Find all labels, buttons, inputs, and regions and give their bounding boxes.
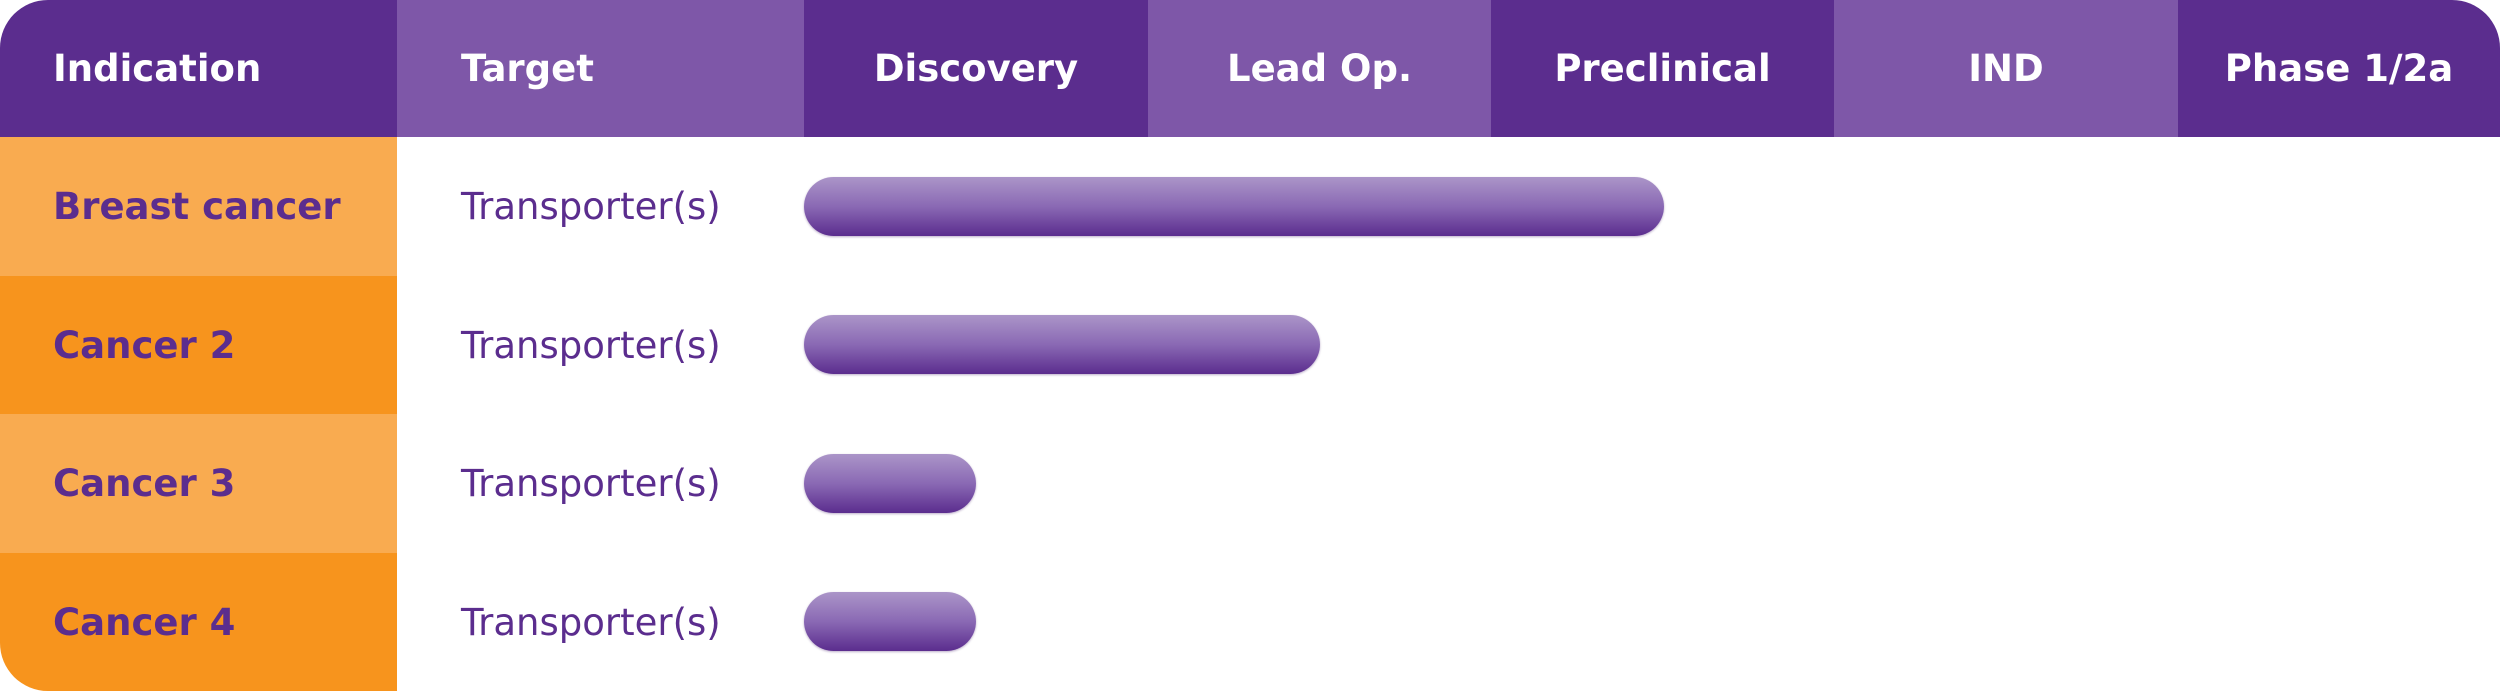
header-cell: IND: [1834, 0, 2178, 137]
target-cell: Transporter(s): [461, 600, 721, 644]
target-cell: Transporter(s): [461, 323, 721, 367]
header-cell: Discovery: [804, 0, 1148, 137]
indication-cell: Breast cancer: [0, 137, 397, 276]
target-cell: Transporter(s): [461, 462, 721, 505]
indication-cell: Cancer 4: [0, 552, 397, 691]
progress-bar: [804, 453, 976, 513]
indication-cell: Cancer 2: [0, 275, 397, 415]
progress-bar: [804, 592, 976, 652]
header-cell: Indication: [0, 0, 397, 137]
header-cell: Preclinical: [1491, 0, 1834, 137]
indication-cell: Cancer 3: [0, 414, 397, 553]
progress-bar: [804, 176, 1664, 236]
target-cell: Transporter(s): [461, 185, 721, 228]
header-cell: Phase 1/2a: [2178, 0, 2500, 137]
header-cell: Lead Op.: [1148, 0, 1491, 137]
progress-bar: [804, 315, 1320, 375]
header-cell: Target: [397, 0, 804, 137]
